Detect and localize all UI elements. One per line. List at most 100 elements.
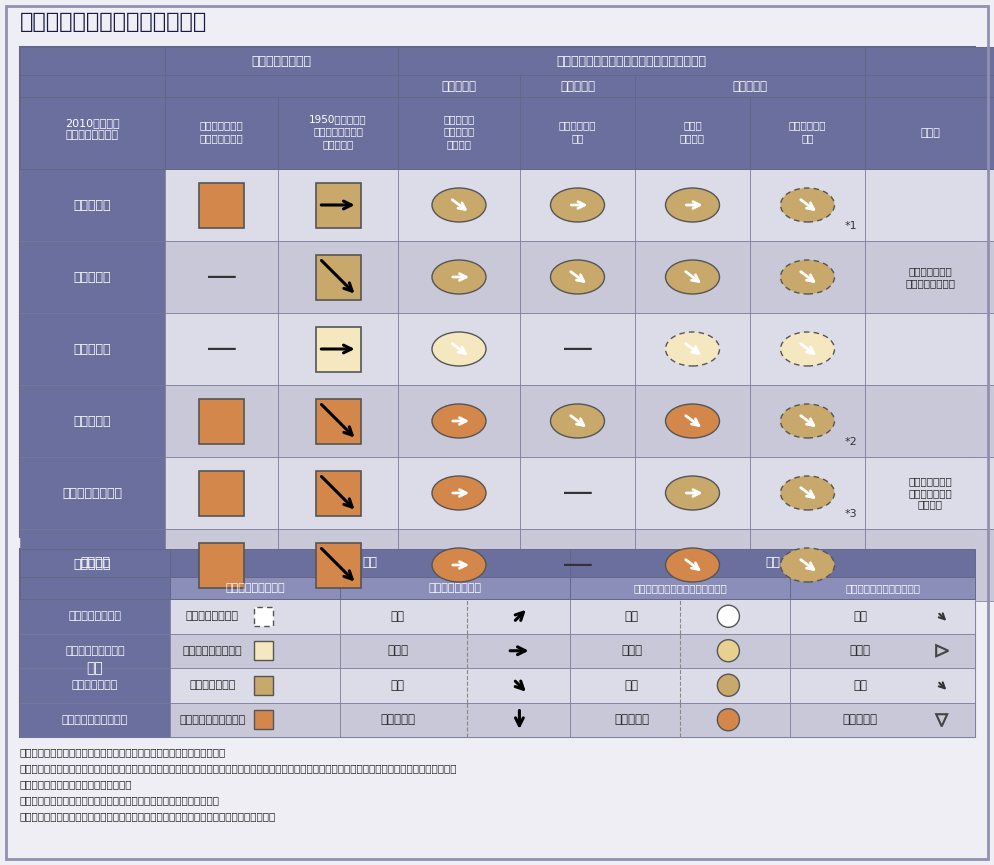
Bar: [340, 577, 570, 599]
Bar: [315, 254, 361, 299]
Bar: [170, 702, 340, 737]
Text: 弱い: 弱い: [624, 610, 638, 623]
Bar: [340, 633, 570, 668]
Text: *3: *3: [844, 509, 857, 519]
Bar: [570, 668, 790, 702]
Text: やや損なわれている: やや損なわれている: [66, 646, 125, 656]
Bar: [170, 633, 340, 668]
Bar: [750, 313, 865, 385]
Bar: [570, 702, 790, 737]
Text: 非常に強い: 非常に強い: [614, 714, 649, 727]
Text: 農地生態系: 農地生態系: [74, 271, 111, 284]
Bar: [278, 97, 398, 169]
Bar: [278, 241, 398, 313]
Text: 急速な損失: 急速な損失: [380, 714, 415, 727]
Bar: [340, 668, 570, 702]
Ellipse shape: [780, 404, 835, 438]
Bar: [398, 385, 520, 457]
Text: 損なわれている: 損なわれている: [72, 680, 118, 690]
Bar: [750, 169, 865, 241]
Text: その他: その他: [920, 128, 940, 138]
Bar: [315, 399, 361, 444]
Ellipse shape: [551, 188, 604, 222]
Bar: [165, 75, 398, 97]
Bar: [520, 97, 635, 169]
Text: 横ばい: 横ばい: [387, 644, 408, 657]
Text: 強い: 強い: [624, 679, 638, 692]
Bar: [20, 599, 170, 633]
Bar: [170, 668, 340, 702]
Text: やや損なわれている: やや損なわれている: [183, 646, 243, 656]
Bar: [635, 241, 750, 313]
Bar: [520, 75, 635, 97]
Bar: [20, 577, 170, 599]
Ellipse shape: [780, 188, 835, 222]
Text: 損なわれていない: 損なわれていない: [186, 612, 239, 621]
Text: 損失: 損失: [391, 679, 405, 692]
Bar: [254, 676, 273, 695]
Bar: [278, 529, 398, 601]
Bar: [570, 633, 790, 668]
Text: 評価期間における影響力の大きさ: 評価期間における影響力の大きさ: [633, 583, 727, 593]
Text: 現在の傾向: 現在の傾向: [322, 139, 354, 149]
Bar: [278, 457, 398, 529]
Bar: [165, 241, 278, 313]
Text: 現在の損失の大きさ: 現在の損失の大きさ: [226, 583, 285, 593]
Bar: [398, 457, 520, 529]
Text: 陸水生態系: 陸水生態系: [74, 414, 111, 427]
Bar: [865, 169, 994, 241]
Circle shape: [718, 640, 740, 662]
Text: 減少: 減少: [853, 610, 868, 623]
Bar: [865, 75, 994, 97]
Bar: [750, 385, 865, 457]
Bar: [165, 169, 278, 241]
Bar: [20, 668, 170, 702]
Text: 要因: 要因: [765, 556, 780, 569]
Text: 農作物や家畜の
地方品種等の減少: 農作物や家畜の 地方品種等の減少: [905, 266, 955, 288]
Ellipse shape: [666, 260, 720, 294]
Ellipse shape: [432, 548, 486, 582]
Bar: [635, 457, 750, 529]
Text: 外来種: 外来種: [683, 120, 702, 130]
Text: 本来の生態系の: 本来の生態系の: [200, 120, 244, 130]
Text: 注：「＊」は、当該指標に関連する要素やデータが複数あり、全体の影響力・損失の大きさや傾向の評価と異なる傾向を示す要素やデータが存在することに: 注：「＊」は、当該指標に関連する要素やデータが複数あり、全体の影響力・損失の大き…: [20, 763, 457, 773]
Bar: [165, 47, 398, 75]
Bar: [398, 47, 865, 75]
Ellipse shape: [432, 332, 486, 366]
Ellipse shape: [551, 404, 604, 438]
Bar: [165, 457, 278, 529]
Text: ―: ―: [564, 551, 591, 579]
Bar: [170, 599, 340, 633]
Bar: [520, 313, 635, 385]
Ellipse shape: [666, 404, 720, 438]
Bar: [170, 549, 570, 577]
Bar: [340, 599, 570, 633]
Bar: [635, 169, 750, 241]
Circle shape: [718, 606, 740, 627]
Bar: [750, 97, 865, 169]
Text: 大きく損なわれている: 大きく損なわれている: [62, 714, 128, 725]
Text: 中程度: 中程度: [621, 644, 642, 657]
Text: 都市生態系: 都市生態系: [74, 343, 111, 356]
Bar: [790, 633, 975, 668]
Bar: [520, 457, 635, 529]
Bar: [635, 313, 750, 385]
Bar: [635, 385, 750, 457]
Text: 2010年までの: 2010年までの: [66, 118, 120, 128]
Bar: [398, 241, 520, 313]
Bar: [570, 599, 790, 633]
Text: 1950年代後半の: 1950年代後半の: [309, 114, 367, 124]
Bar: [254, 710, 273, 729]
Bar: [315, 183, 361, 227]
Ellipse shape: [666, 332, 720, 366]
Ellipse shape: [666, 188, 720, 222]
Bar: [20, 549, 170, 577]
Text: 増大: 増大: [853, 679, 868, 692]
Text: 状態: 状態: [363, 556, 378, 569]
Text: 横ばい: 横ばい: [850, 644, 871, 657]
Text: 第２の危機: 第２の危機: [560, 80, 595, 93]
Text: 地球温暖化の: 地球温暖化の: [789, 120, 826, 130]
Text: 日本の生物多様性の損失の状態: 日本の生物多様性の損失の状態: [20, 12, 208, 32]
Text: 危機: 危機: [801, 133, 814, 143]
Text: 損なわれていない: 損なわれていない: [69, 612, 121, 621]
